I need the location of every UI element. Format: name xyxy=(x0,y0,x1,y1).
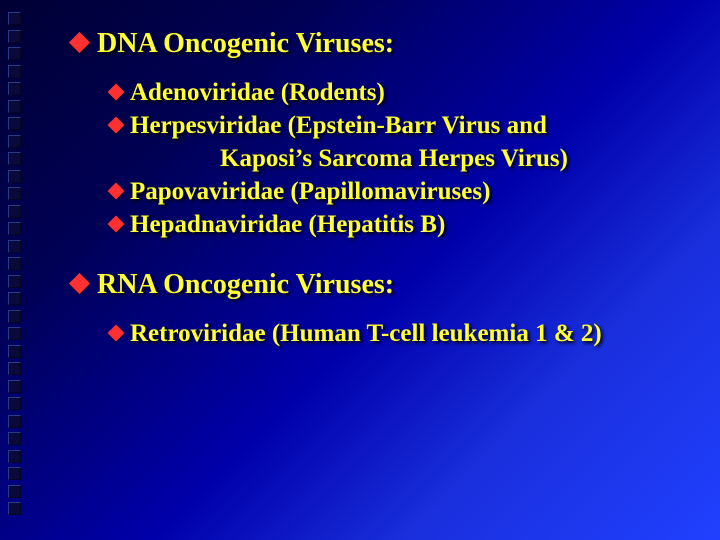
list-item: Hepadnaviridae (Hepatitis B) xyxy=(110,208,692,241)
decorative-square xyxy=(8,240,21,253)
rna-sublist: Retroviridae (Human T-cell leukemia 1 & … xyxy=(110,317,692,350)
item-text: Retroviridae (Human T-cell leukemia 1 & … xyxy=(130,320,602,347)
slide-content: DNA Oncogenic Viruses: Adenoviridae (Rod… xyxy=(72,28,692,378)
decorative-square xyxy=(8,187,21,200)
item-text: Herpesviridae (Epstein-Barr Virus and xyxy=(130,112,547,139)
decorative-square xyxy=(8,152,21,165)
diamond-bullet-icon xyxy=(69,32,90,53)
item-text: Papovaviridae (Papillomaviruses) xyxy=(130,178,490,205)
decorative-square xyxy=(8,502,21,515)
decorative-square xyxy=(8,275,21,288)
decorative-square xyxy=(8,100,21,113)
list-item: Herpesviridae (Epstein-Barr Virus and xyxy=(110,109,692,142)
decorative-square xyxy=(8,292,21,305)
list-item: Adenoviridae (Rodents) xyxy=(110,76,692,109)
decorative-square xyxy=(8,222,21,235)
section-heading-rna: RNA Oncogenic Viruses: xyxy=(72,269,692,301)
decorative-square xyxy=(8,450,21,463)
decorative-square xyxy=(8,362,21,375)
heading-text: RNA Oncogenic Viruses: xyxy=(97,269,394,300)
decorative-square xyxy=(8,170,21,183)
section-heading-dna: DNA Oncogenic Viruses: xyxy=(72,28,692,60)
decorative-square-column xyxy=(8,12,21,515)
item-cont-text: Kaposi’s Sarcoma Herpes Virus) xyxy=(220,145,568,172)
decorative-square xyxy=(8,485,21,498)
diamond-bullet-icon xyxy=(108,183,125,200)
decorative-square xyxy=(8,415,21,428)
decorative-square xyxy=(8,397,21,410)
list-item-continuation: Kaposi’s Sarcoma Herpes Virus) xyxy=(220,142,692,175)
item-text: Hepadnaviridae (Hepatitis B) xyxy=(130,211,445,238)
diamond-bullet-icon xyxy=(108,84,125,101)
diamond-bullet-icon xyxy=(108,216,125,233)
decorative-square xyxy=(8,65,21,78)
diamond-bullet-icon xyxy=(108,117,125,134)
decorative-square xyxy=(8,467,21,480)
item-text: Adenoviridae (Rodents) xyxy=(130,79,385,106)
decorative-square xyxy=(8,117,21,130)
decorative-square xyxy=(8,310,21,323)
list-item: Retroviridae (Human T-cell leukemia 1 & … xyxy=(110,317,692,350)
decorative-square xyxy=(8,47,21,60)
diamond-bullet-icon xyxy=(69,273,90,294)
decorative-square xyxy=(8,380,21,393)
decorative-square xyxy=(8,432,21,445)
list-item: Papovaviridae (Papillomaviruses) xyxy=(110,175,692,208)
decorative-square xyxy=(8,205,21,218)
decorative-square xyxy=(8,345,21,358)
decorative-square xyxy=(8,135,21,148)
dna-sublist: Adenoviridae (Rodents) Herpesviridae (Ep… xyxy=(110,76,692,241)
decorative-square xyxy=(8,82,21,95)
diamond-bullet-icon xyxy=(108,325,125,342)
decorative-square xyxy=(8,257,21,270)
heading-text: DNA Oncogenic Viruses: xyxy=(97,28,394,59)
decorative-square xyxy=(8,12,21,25)
decorative-square xyxy=(8,327,21,340)
decorative-square xyxy=(8,30,21,43)
